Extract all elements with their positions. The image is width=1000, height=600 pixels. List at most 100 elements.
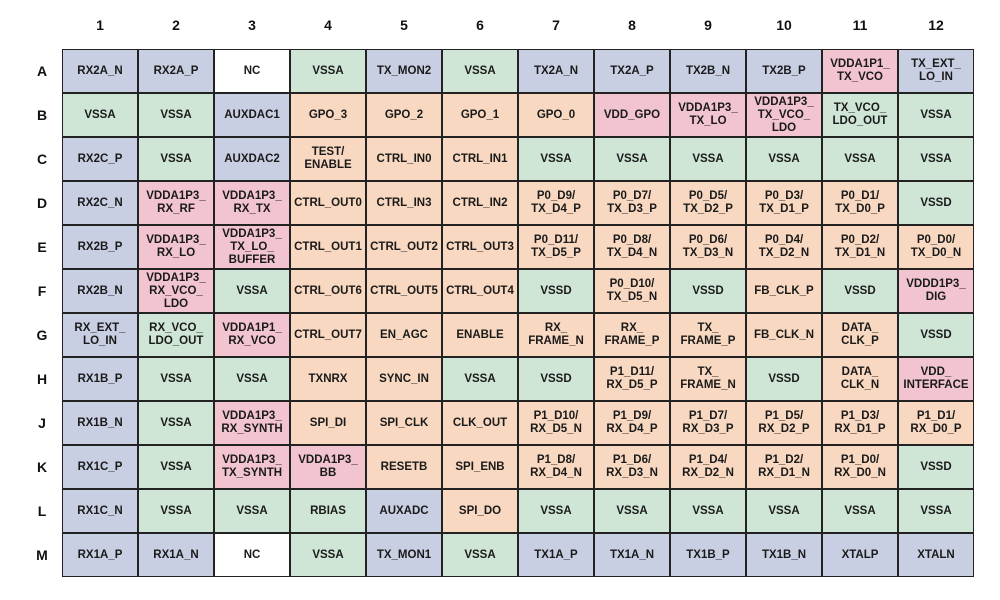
- row-header-e: E: [37, 239, 47, 255]
- pin-a7: TX2A_N: [518, 49, 594, 93]
- pin-c4: TEST/ ENABLE: [290, 137, 366, 181]
- pin-e1: RX2B_P: [62, 225, 138, 269]
- pin-b1: VSSA: [62, 93, 138, 137]
- pin-m2: RX1A_N: [138, 533, 214, 577]
- pin-l1: RX1C_N: [62, 489, 138, 533]
- pin-g3: VDDA1P1_ RX_VCO: [214, 313, 290, 357]
- pin-g7: RX_ FRAME_N: [518, 313, 594, 357]
- pin-c1: RX2C_P: [62, 137, 138, 181]
- pin-g12: VSSD: [898, 313, 974, 357]
- pin-m5: TX_MON1: [366, 533, 442, 577]
- pin-m8: TX1A_N: [594, 533, 670, 577]
- row-header-d: D: [36, 195, 48, 211]
- pin-l7: VSSA: [518, 489, 594, 533]
- pin-b2: VSSA: [138, 93, 214, 137]
- pin-b5: GPO_2: [366, 93, 442, 137]
- pin-e3: VDDA1P3_ TX_LO_ BUFFER: [214, 225, 290, 269]
- pin-h6: VSSA: [442, 357, 518, 401]
- pin-m6: VSSA: [442, 533, 518, 577]
- pin-g2: RX_VCO_ LDO_OUT: [138, 313, 214, 357]
- pin-l3: VSSA: [214, 489, 290, 533]
- pin-d11: P0_D1/ TX_D0_P: [822, 181, 898, 225]
- pin-c5: CTRL_IN0: [366, 137, 442, 181]
- pin-f2: VDDA1P3_ RX_VCO_ LDO: [138, 269, 214, 313]
- pin-c10: VSSA: [746, 137, 822, 181]
- pin-f12: VDDD1P3_ DIG: [898, 269, 974, 313]
- pin-d7: P0_D9/ TX_D4_P: [518, 181, 594, 225]
- pin-k3: VDDA1P3_ TX_SYNTH: [214, 445, 290, 489]
- pin-k4: VDDA1P3_ BB: [290, 445, 366, 489]
- pin-g8: RX_ FRAME_P: [594, 313, 670, 357]
- column-header-9: 9: [704, 17, 712, 33]
- pin-j11: P1_D3/ RX_D1_P: [822, 401, 898, 445]
- pin-c9: VSSA: [670, 137, 746, 181]
- column-header-10: 10: [776, 17, 792, 33]
- pin-l4: RBIAS: [290, 489, 366, 533]
- pin-j6: CLK_OUT: [442, 401, 518, 445]
- column-header-3: 3: [248, 17, 256, 33]
- pin-d8: P0_D7/ TX_D3_P: [594, 181, 670, 225]
- pin-k5: RESETB: [366, 445, 442, 489]
- pin-h10: VSSD: [746, 357, 822, 401]
- pin-f8: P0_D10/ TX_D5_N: [594, 269, 670, 313]
- pin-c12: VSSA: [898, 137, 974, 181]
- pin-g11: DATA_ CLK_P: [822, 313, 898, 357]
- pin-k12: VSSD: [898, 445, 974, 489]
- pin-b11: TX_VCO_ LDO_OUT: [822, 93, 898, 137]
- pin-j2: VSSA: [138, 401, 214, 445]
- pin-h4: TXNRX: [290, 357, 366, 401]
- pin-g6: ENABLE: [442, 313, 518, 357]
- pin-m7: TX1A_P: [518, 533, 594, 577]
- pin-a8: TX2A_P: [594, 49, 670, 93]
- pin-d2: VDDA1P3_ RX_RF: [138, 181, 214, 225]
- row-header-f: F: [37, 283, 47, 299]
- pin-l6: SPI_DO: [442, 489, 518, 533]
- pin-m1: RX1A_P: [62, 533, 138, 577]
- pin-a10: TX2B_P: [746, 49, 822, 93]
- pin-d10: P0_D3/ TX_D1_P: [746, 181, 822, 225]
- pin-h5: SYNC_IN: [366, 357, 442, 401]
- pin-j4: SPI_DI: [290, 401, 366, 445]
- row-header-b: B: [36, 107, 48, 123]
- pin-a12: TX_EXT_ LO_IN: [898, 49, 974, 93]
- pin-h11: DATA_ CLK_N: [822, 357, 898, 401]
- pin-k6: SPI_ENB: [442, 445, 518, 489]
- row-header-k: K: [36, 459, 48, 475]
- column-header-1: 1: [96, 17, 104, 33]
- pin-h8: P1_D11/ RX_D5_P: [594, 357, 670, 401]
- pin-e4: CTRL_OUT1: [290, 225, 366, 269]
- pin-e11: P0_D2/ TX_D1_N: [822, 225, 898, 269]
- pin-l10: VSSA: [746, 489, 822, 533]
- pin-b7: GPO_0: [518, 93, 594, 137]
- pin-l2: VSSA: [138, 489, 214, 533]
- pin-a9: TX2B_N: [670, 49, 746, 93]
- pin-d3: VDDA1P3_ RX_TX: [214, 181, 290, 225]
- pin-j3: VDDA1P3_ RX_SYNTH: [214, 401, 290, 445]
- pin-e5: CTRL_OUT2: [366, 225, 442, 269]
- pin-d9: P0_D5/ TX_D2_P: [670, 181, 746, 225]
- pin-h3: VSSA: [214, 357, 290, 401]
- pin-d12: VSSD: [898, 181, 974, 225]
- pin-e2: VDDA1P3_ RX_LO: [138, 225, 214, 269]
- pin-f1: RX2B_N: [62, 269, 138, 313]
- pin-l12: VSSA: [898, 489, 974, 533]
- pin-d6: CTRL_IN2: [442, 181, 518, 225]
- pin-h1: RX1B_P: [62, 357, 138, 401]
- pin-g10: FB_CLK_N: [746, 313, 822, 357]
- row-header-j: J: [38, 415, 46, 431]
- pin-e6: CTRL_OUT3: [442, 225, 518, 269]
- pin-j1: RX1B_N: [62, 401, 138, 445]
- pin-j9: P1_D7/ RX_D3_P: [670, 401, 746, 445]
- pin-f6: CTRL_OUT4: [442, 269, 518, 313]
- row-header-h: H: [36, 371, 48, 387]
- pin-m3: NC: [214, 533, 290, 577]
- column-header-6: 6: [476, 17, 484, 33]
- pin-d5: CTRL_IN3: [366, 181, 442, 225]
- pin-a3: NC: [214, 49, 290, 93]
- pin-d1: RX2C_N: [62, 181, 138, 225]
- pin-a11: VDDA1P1_ TX_VCO: [822, 49, 898, 93]
- pin-c3: AUXDAC2: [214, 137, 290, 181]
- row-header-l: L: [37, 503, 47, 519]
- pin-b9: VDDA1P3_ TX_LO: [670, 93, 746, 137]
